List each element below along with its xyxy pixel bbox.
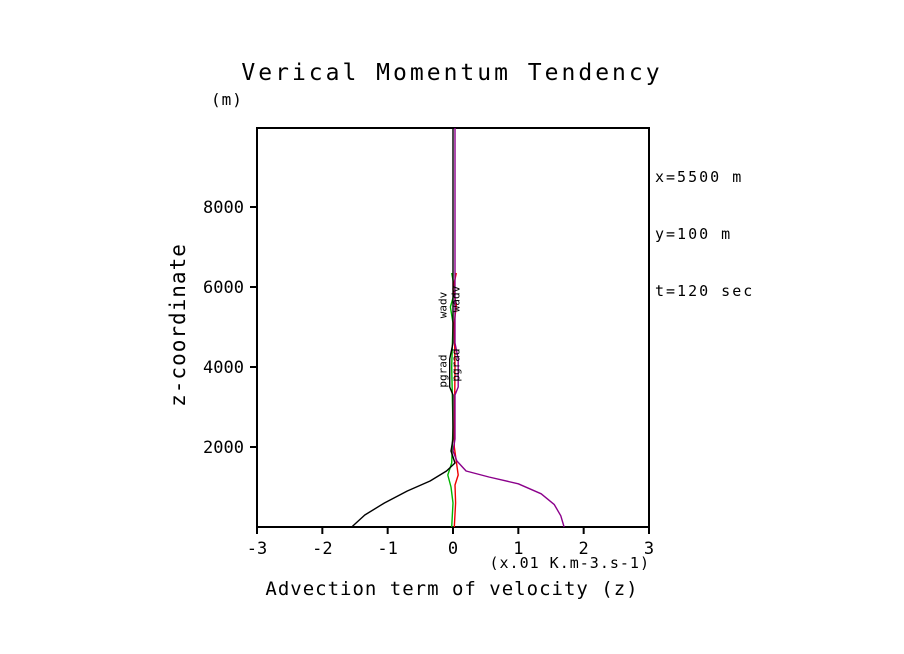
x-tick-label: 3 (644, 539, 654, 559)
y-tick-label: 8000 (203, 198, 244, 218)
y-tick-label: 6000 (203, 278, 244, 298)
x-axis-label: Advection term of velocity (z) (265, 578, 639, 600)
x-tick-label: 0 (448, 539, 458, 559)
x-tick-label: 2 (579, 539, 589, 559)
x-axis-unit: (x.01 K.m-3.s-1) (489, 554, 650, 572)
x-tick-label: -3 (247, 539, 267, 559)
curve-label: wadv (450, 285, 463, 312)
x-tick-label: -2 (312, 539, 332, 559)
curve-label: pgrad (450, 348, 463, 381)
y-tick-label: 2000 (203, 438, 244, 458)
annotation-x: x=5500 m (655, 168, 744, 186)
annotation-t: t=120 sec (655, 282, 755, 300)
series-purple (452, 128, 565, 528)
annotation-block: x=5500 m y=100 m t=120 sec (655, 130, 754, 339)
y-tick-label: 4000 (203, 358, 244, 378)
chart-title: Verical Momentum Tendency (241, 60, 663, 86)
annotation-y: y=100 m (655, 225, 733, 243)
x-tick-label: -1 (377, 539, 397, 559)
x-tick-label: 1 (513, 539, 523, 559)
curve-label: wadv (436, 291, 449, 318)
y-axis-unit: (m) (211, 90, 243, 109)
series-black (351, 128, 456, 528)
curve-label: pgrad (436, 354, 449, 387)
